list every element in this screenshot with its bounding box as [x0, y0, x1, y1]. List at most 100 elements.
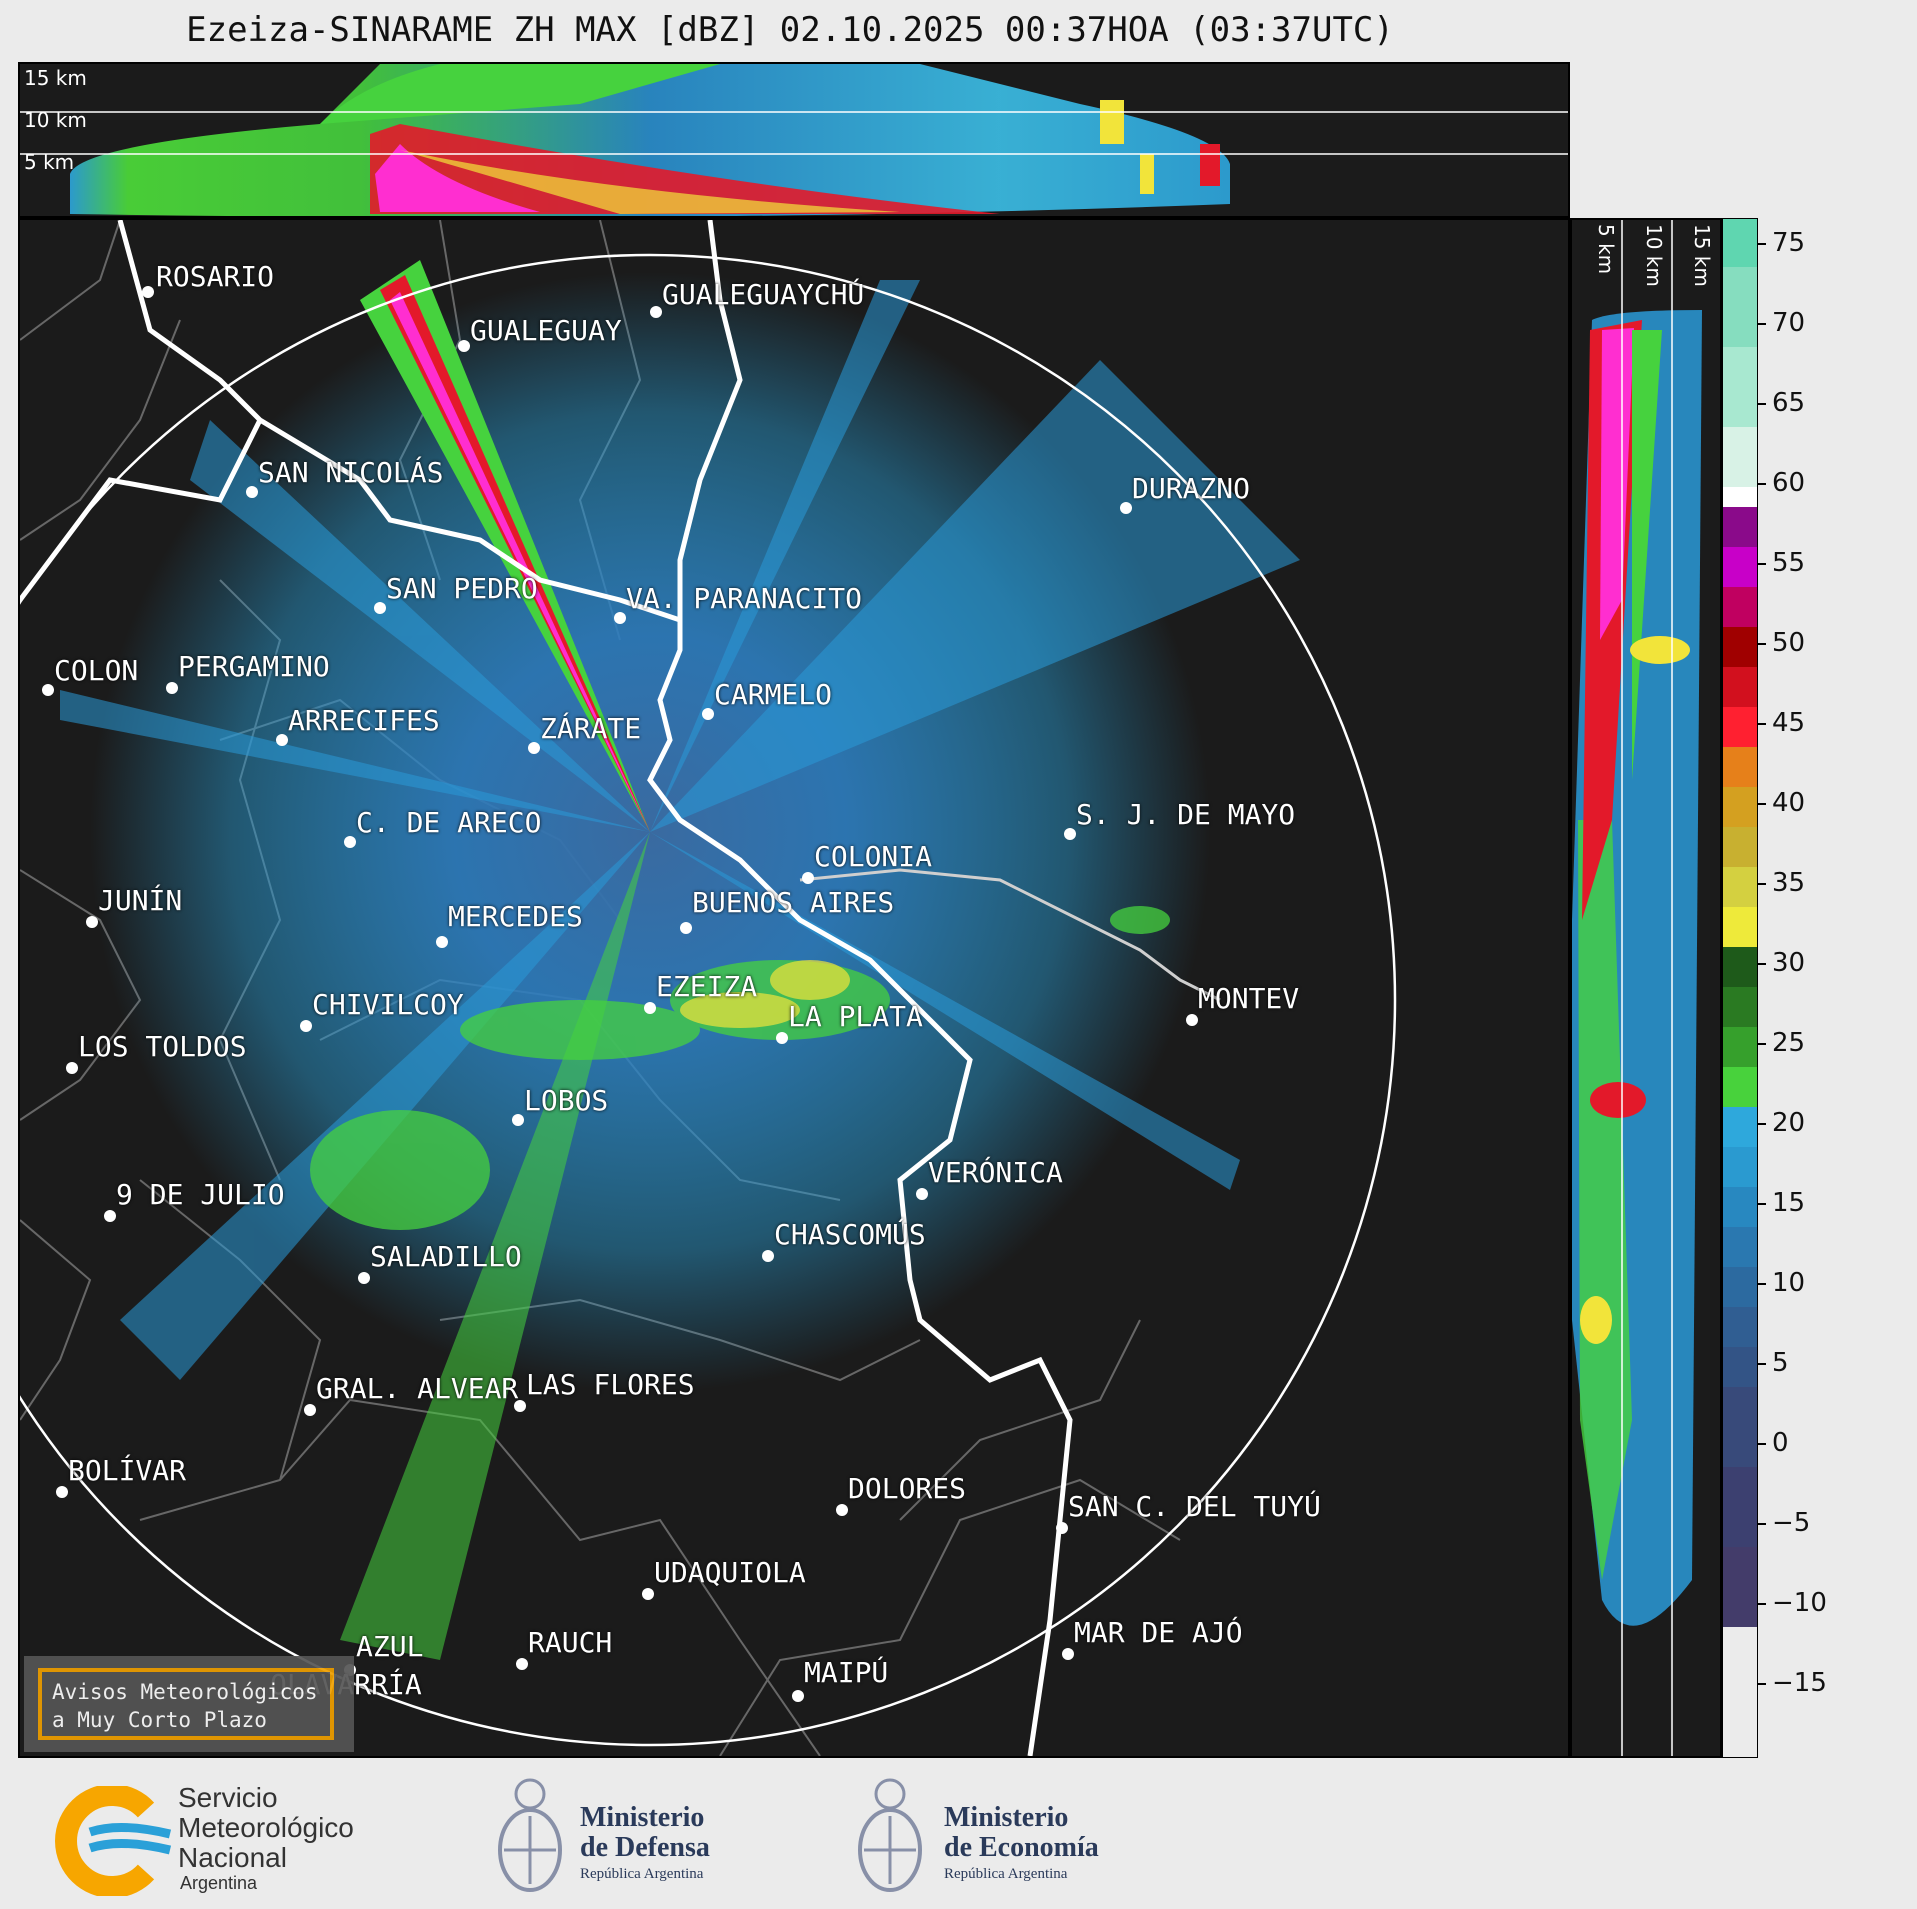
city-label: CHIVILCOY [312, 988, 464, 1021]
city-dot [644, 1002, 656, 1014]
avisos-panel[interactable]: Avisos Meteorológicos a Muy Corto Plazo [24, 1656, 354, 1752]
colorbar-tick-label: 10 [1772, 1268, 1806, 1298]
city-label: ZÁRATE [540, 712, 642, 745]
city-label: VA. PARANACITO [626, 582, 863, 615]
radar-map-graphic [20, 220, 1397, 1756]
side-height-label-5: 5 km [1594, 224, 1618, 275]
city-dot [166, 682, 178, 694]
convective-cores [680, 960, 850, 1028]
city-label: MERCEDES [448, 900, 583, 933]
city-dot [1062, 1648, 1074, 1660]
city-dot [1056, 1522, 1068, 1534]
avisos-link[interactable]: Avisos Meteorológicos a Muy Corto Plazo [38, 1668, 334, 1740]
range-ring [20, 253, 1397, 1747]
city-dot [458, 340, 470, 352]
colorbar-tick [1758, 1443, 1766, 1445]
colorbar-tick-label: 25 [1772, 1028, 1806, 1058]
city-label: MAR DE AJÓ [1074, 1616, 1243, 1649]
city-dot [344, 836, 356, 848]
side-height-label-15: 15 km [1690, 224, 1714, 287]
city-dot [802, 872, 814, 884]
city-label: UDAQUIOLA [654, 1556, 806, 1589]
city-dot [642, 1588, 654, 1600]
city-dot [374, 602, 386, 614]
colorbar-tick-label: 55 [1772, 548, 1806, 578]
height-label-5: 5 km [24, 150, 75, 174]
city-dot [66, 1062, 78, 1074]
city-label: LOBOS [524, 1084, 609, 1117]
city-label: S. J. DE MAYO [1076, 798, 1296, 831]
colorbar-tick [1758, 1683, 1766, 1685]
city-dot [680, 922, 692, 934]
side-height-profile: 5 km 10 km 15 km [1570, 218, 1722, 1758]
city-dot [514, 1400, 526, 1412]
colorbar-tick [1758, 1283, 1766, 1285]
colorbar-tick [1758, 883, 1766, 885]
city-label: BUENOS AIRES [692, 886, 895, 919]
avisos-line2: a Muy Corto Plazo [52, 1708, 267, 1732]
city-dot [776, 1032, 788, 1044]
uruguay-coast [799, 868, 1221, 1002]
economia-line2: de Economía [944, 1832, 1099, 1863]
smn-logo-icon [55, 1786, 172, 1896]
defensa-logo: Ministerio de Defensa República Argentin… [494, 1770, 754, 1909]
colorbar-tick-label: 50 [1772, 628, 1806, 658]
city-label: DURAZNO [1132, 472, 1251, 505]
coat-of-arms-icon [858, 1778, 922, 1892]
city-label: ARRECIFES [288, 704, 440, 737]
city-label: PERGAMINO [178, 650, 330, 683]
city-label: COLONIA [814, 840, 933, 873]
colorbar-tick-label: −5 [1772, 1508, 1811, 1538]
city-dot [142, 286, 154, 298]
side-profile-graphic [1572, 220, 1702, 1756]
city-label: LAS FLORES [526, 1368, 695, 1401]
city-label: CHASCOMÚS [774, 1218, 926, 1251]
city-label: GUALEGUAY [470, 314, 622, 347]
economia-line3: República Argentina [944, 1866, 1068, 1882]
colorbar-tick-label: −15 [1772, 1668, 1827, 1698]
top-height-profile: 15 km 10 km 5 km [18, 62, 1570, 218]
colorbar-tick [1758, 1523, 1766, 1525]
city-dot [300, 1020, 312, 1032]
city-label: SAN NICOLÁS [258, 456, 444, 489]
avisos-line1: Avisos Meteorológicos [52, 1680, 318, 1704]
colorbar-tick-label: 60 [1772, 468, 1806, 498]
city-dot [304, 1404, 316, 1416]
echo-band-magenta [390, 292, 650, 832]
city-dot [1186, 1014, 1198, 1026]
economia-line1: Ministerio [944, 1802, 1069, 1833]
defensa-line3: República Argentina [580, 1866, 704, 1882]
colorbar-tick [1758, 323, 1766, 325]
coastline [117, 220, 1073, 1756]
side-height-label-10: 10 km [1642, 224, 1666, 287]
echo-band-green [360, 260, 650, 832]
city-label: JUNÍN [98, 884, 183, 917]
city-dot [246, 486, 258, 498]
colorbar-tick [1758, 1123, 1766, 1125]
uruguay-river [677, 220, 743, 620]
city-label: GRAL. ALVEAR [316, 1372, 519, 1405]
city-label: EZEIZA [656, 970, 758, 1003]
colorbar-tick-label: 70 [1772, 308, 1806, 338]
colorbar-tick-label: 15 [1772, 1188, 1806, 1218]
colorbar-tick [1758, 1363, 1766, 1365]
city-label: RAUCH [528, 1626, 613, 1659]
smn-logo: Servicio Meteorológico Nacional Argentin… [50, 1770, 410, 1909]
coat-of-arms-icon [498, 1778, 562, 1892]
city-label: MAIPÚ [804, 1656, 889, 1689]
colorbar-tick [1758, 1043, 1766, 1045]
colorbar-tick [1758, 243, 1766, 245]
colorbar-tick-label: 0 [1772, 1428, 1789, 1458]
city-dot [916, 1188, 928, 1200]
city-dot [104, 1210, 116, 1222]
city-dot [1064, 828, 1076, 840]
city-label: MONTEV [1198, 982, 1300, 1015]
map-title: Ezeiza-SINARAME ZH MAX [dBZ] 02.10.2025 … [186, 10, 1394, 50]
colorbar-tick [1758, 403, 1766, 405]
colorbar-tick-label: 40 [1772, 788, 1806, 818]
colorbar-tick-label: 45 [1772, 708, 1806, 738]
colorbar-tick-label: 35 [1772, 868, 1806, 898]
defensa-line1: Ministerio [580, 1802, 705, 1833]
smn-line1: Servicio [178, 1782, 278, 1813]
city-label: CARMELO [714, 678, 833, 711]
